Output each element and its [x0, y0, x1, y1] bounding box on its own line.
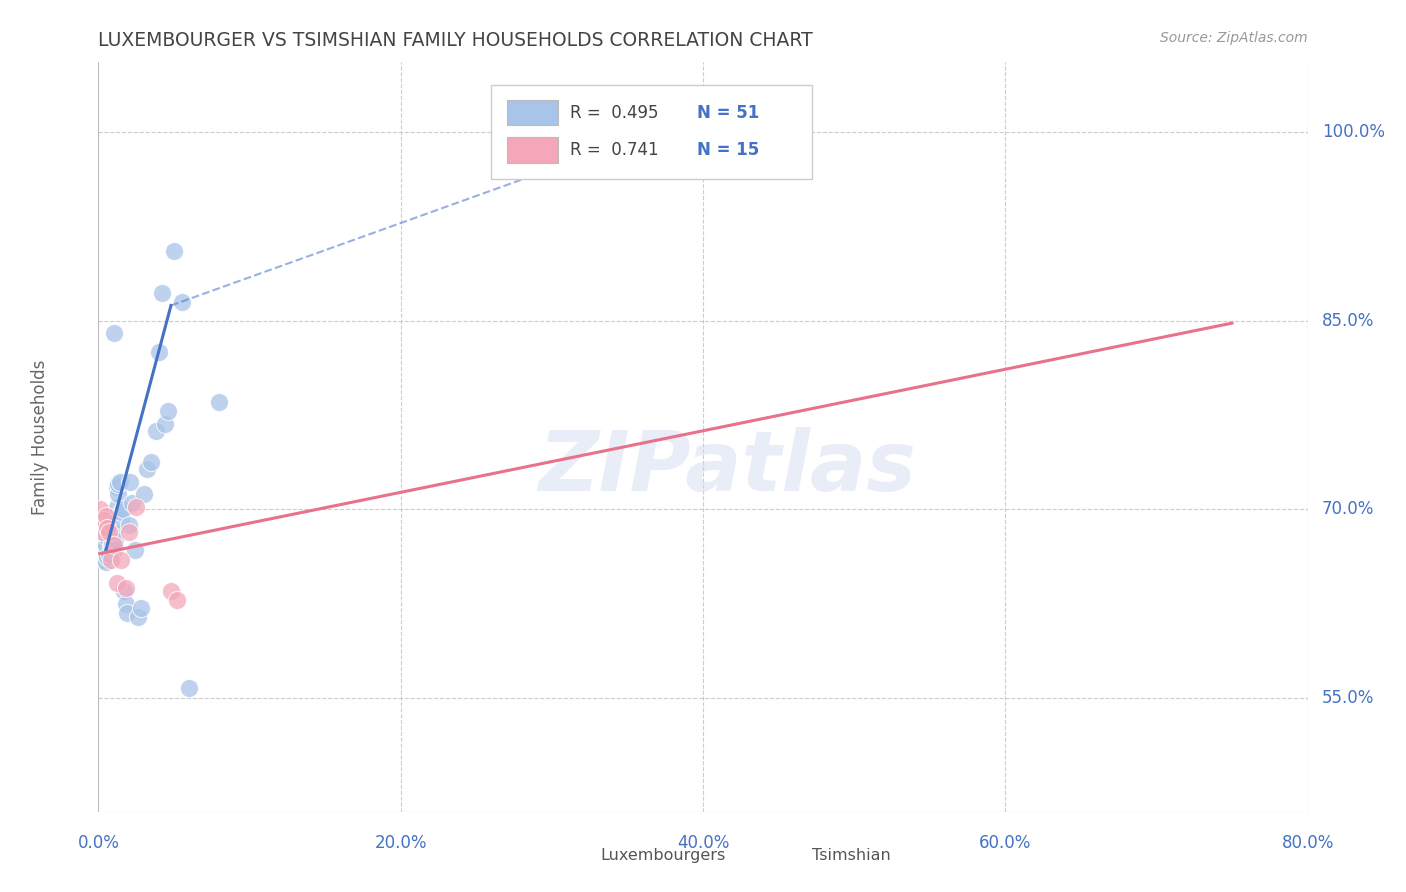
- Point: [96, 521, 118, 535]
- Point: [107, 487, 129, 501]
- Point: [103, 525, 125, 540]
- Point: [91, 525, 114, 540]
- Point: [115, 606, 138, 620]
- Point: [103, 542, 125, 557]
- Point: [93, 530, 115, 544]
- Point: [98, 525, 121, 540]
- Point: [101, 541, 124, 555]
- Point: [91, 553, 114, 567]
- Point: [94, 555, 117, 569]
- Text: N = 51: N = 51: [697, 103, 759, 121]
- Point: [100, 539, 122, 553]
- Text: 80.0%: 80.0%: [1281, 834, 1334, 853]
- Point: [156, 404, 179, 418]
- Text: 40.0%: 40.0%: [676, 834, 730, 853]
- Text: ZIPatlas: ZIPatlas: [538, 426, 917, 508]
- Text: Source: ZipAtlas.com: Source: ZipAtlas.com: [1160, 31, 1308, 45]
- Text: LUXEMBOURGER VS TSIMSHIAN FAMILY HOUSEHOLDS CORRELATION CHART: LUXEMBOURGER VS TSIMSHIAN FAMILY HOUSEHO…: [98, 31, 813, 50]
- Point: [121, 496, 143, 510]
- Point: [94, 508, 117, 523]
- Point: [98, 525, 121, 540]
- Point: [103, 538, 125, 552]
- Point: [105, 500, 128, 514]
- Point: [160, 584, 183, 599]
- Point: [110, 505, 132, 519]
- Text: Tsimshian: Tsimshian: [811, 847, 890, 863]
- Point: [150, 285, 173, 300]
- FancyBboxPatch shape: [508, 100, 558, 126]
- Point: [132, 487, 155, 501]
- Text: 55.0%: 55.0%: [1322, 690, 1375, 707]
- Point: [141, 455, 163, 469]
- Point: [89, 502, 111, 516]
- Text: 70.0%: 70.0%: [1322, 500, 1375, 518]
- Point: [163, 244, 186, 259]
- Text: R =  0.741: R = 0.741: [569, 141, 658, 159]
- Point: [153, 417, 176, 431]
- Point: [118, 517, 141, 532]
- Point: [90, 527, 112, 541]
- FancyBboxPatch shape: [508, 137, 558, 163]
- Point: [103, 326, 125, 341]
- Point: [135, 462, 157, 476]
- Text: 100.0%: 100.0%: [1322, 123, 1385, 141]
- Point: [108, 475, 131, 489]
- Point: [111, 502, 134, 516]
- Point: [93, 512, 115, 526]
- Point: [129, 600, 152, 615]
- Text: 20.0%: 20.0%: [374, 834, 427, 853]
- Point: [118, 525, 141, 540]
- Point: [89, 542, 111, 557]
- FancyBboxPatch shape: [543, 844, 595, 865]
- Text: 85.0%: 85.0%: [1322, 311, 1375, 330]
- Text: 0.0%: 0.0%: [77, 834, 120, 853]
- FancyBboxPatch shape: [755, 844, 806, 865]
- Point: [100, 553, 122, 567]
- Point: [101, 535, 124, 549]
- Point: [170, 294, 193, 309]
- Point: [105, 480, 128, 494]
- Text: N = 15: N = 15: [697, 141, 759, 159]
- Point: [145, 425, 167, 439]
- Text: R =  0.495: R = 0.495: [569, 103, 658, 121]
- Point: [166, 593, 188, 607]
- Point: [93, 541, 115, 555]
- Point: [125, 500, 148, 514]
- Point: [208, 395, 231, 409]
- Point: [96, 550, 118, 565]
- Point: [179, 681, 201, 696]
- Point: [100, 527, 122, 541]
- Point: [94, 547, 117, 561]
- Point: [90, 538, 112, 552]
- Text: Luxembourgers: Luxembourgers: [600, 847, 725, 863]
- Point: [94, 538, 117, 552]
- FancyBboxPatch shape: [492, 85, 811, 178]
- Text: Family Households: Family Households: [31, 359, 49, 515]
- Point: [96, 530, 118, 544]
- Point: [124, 542, 146, 557]
- Point: [148, 345, 170, 359]
- Point: [114, 581, 136, 595]
- Point: [107, 477, 129, 491]
- Point: [114, 597, 136, 611]
- Point: [104, 533, 127, 547]
- Point: [112, 584, 135, 599]
- Point: [127, 609, 149, 624]
- Point: [120, 475, 142, 489]
- Point: [98, 547, 121, 561]
- Point: [91, 533, 114, 548]
- Point: [110, 553, 132, 567]
- Point: [105, 575, 128, 590]
- Point: [110, 512, 132, 526]
- Text: 60.0%: 60.0%: [979, 834, 1032, 853]
